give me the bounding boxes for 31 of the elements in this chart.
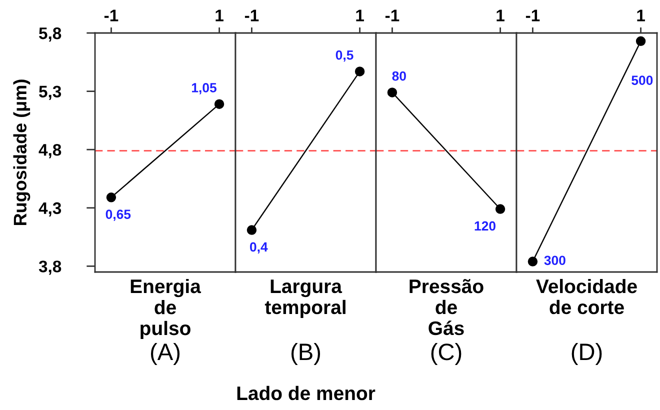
- text: (C): [431, 342, 462, 365]
- annotation: 0,4: [250, 242, 268, 254]
- text: (D): [572, 342, 602, 365]
- y-tick-label: 5,3: [39, 86, 62, 100]
- x-tick-label: 1: [637, 10, 645, 22]
- x-axis-title: Velocidade de corte: [536, 278, 637, 314]
- y-tick-label: 4,8: [38, 144, 62, 158]
- x-tick-label: -1: [526, 10, 540, 22]
- text: (B): [291, 342, 320, 365]
- annotation: 500: [632, 76, 653, 85]
- annotation: 0,5: [336, 50, 354, 62]
- y-tick-label: 4,3: [38, 202, 62, 216]
- x-tick-label: 1: [216, 10, 224, 22]
- x-axis-title: Pressão de Gás: [410, 279, 484, 336]
- y-tick-label: 3,8: [38, 260, 62, 275]
- annotation: 300: [544, 256, 566, 266]
- annotation: 120: [474, 221, 496, 231]
- y-axis-title: Rugosidade (μm): [13, 80, 30, 226]
- x-tick-label: -1: [104, 10, 118, 22]
- text: Lado de menor: [237, 386, 376, 400]
- x-tick-label: -1: [244, 10, 259, 22]
- x-tick-label: 1: [496, 10, 504, 22]
- x-axis-title: Energia de pulso: [130, 278, 202, 340]
- text: (A): [150, 342, 180, 365]
- annotation: 1,05: [192, 83, 216, 94]
- y-tick-label: 5,8: [39, 27, 62, 42]
- x-axis-title: Largura temporal: [264, 280, 346, 318]
- x-tick-label: -1: [385, 10, 400, 22]
- annotation: 80: [392, 71, 406, 81]
- x-tick-label: 1: [356, 10, 364, 22]
- annotation: 0,65: [106, 210, 131, 221]
